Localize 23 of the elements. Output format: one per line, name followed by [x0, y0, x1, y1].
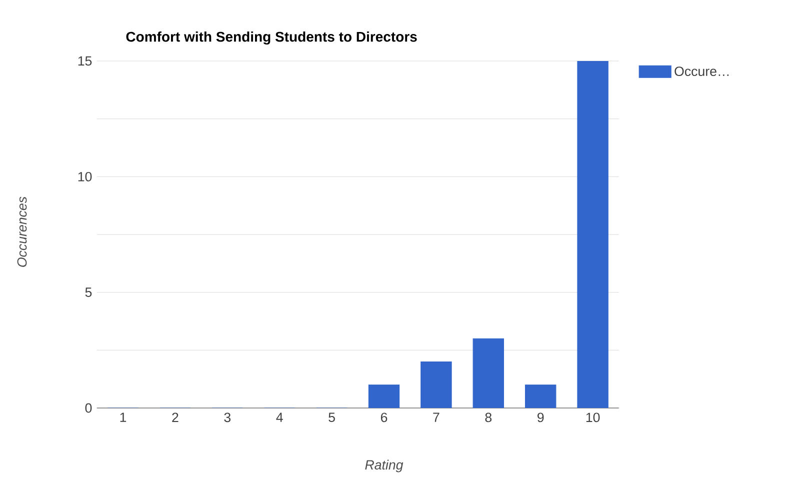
bar	[577, 61, 608, 408]
bar	[420, 361, 452, 408]
y-axis-title: Occurences	[17, 196, 27, 267]
x-tick-label: 4	[276, 412, 283, 422]
bar	[524, 384, 556, 408]
y-tick-label: 0	[85, 403, 92, 413]
x-tick-label: 2	[172, 412, 178, 422]
chart-title: Comfort with Sending Students to Directors	[126, 31, 417, 45]
y-tick-label: 15	[78, 56, 92, 66]
y-tick-label: 5	[85, 288, 92, 297]
x-tick-label: 7	[433, 412, 440, 422]
x-tick-label: 10	[586, 412, 600, 422]
x-tick-label: 3	[224, 412, 231, 422]
x-tick-label: 5	[328, 412, 335, 422]
legend-label: Occure…	[674, 66, 729, 76]
bar	[472, 338, 504, 408]
x-axis-title: Rating	[365, 460, 404, 472]
x-tick-label: 9	[538, 412, 544, 422]
y-tick-label: 10	[78, 172, 92, 182]
bar	[368, 384, 400, 408]
x-tick-label: 6	[380, 412, 388, 422]
x-tick-label: 1	[120, 412, 126, 422]
x-tick-label: 8	[485, 412, 492, 422]
